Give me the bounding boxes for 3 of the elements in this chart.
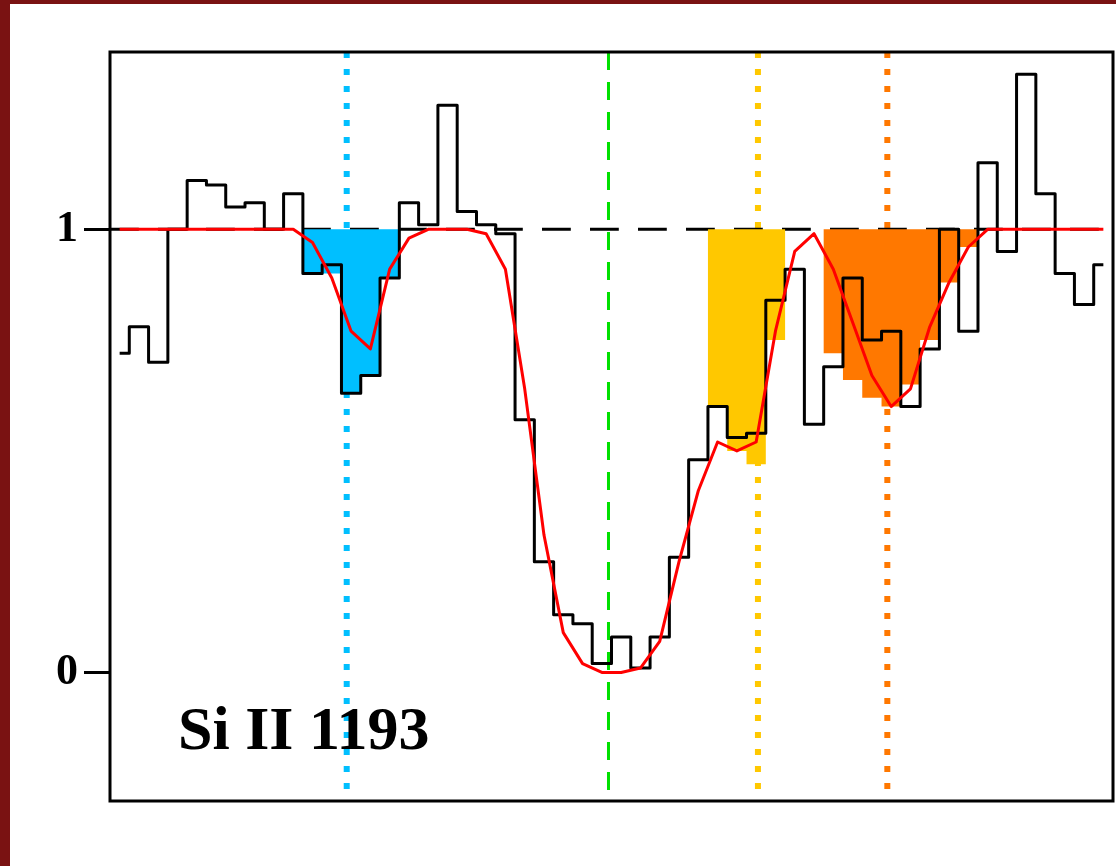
y-tick-label: 1 bbox=[56, 201, 78, 251]
y-tick-label: 0 bbox=[56, 644, 78, 694]
annotation: Si II 1193 bbox=[178, 694, 430, 762]
